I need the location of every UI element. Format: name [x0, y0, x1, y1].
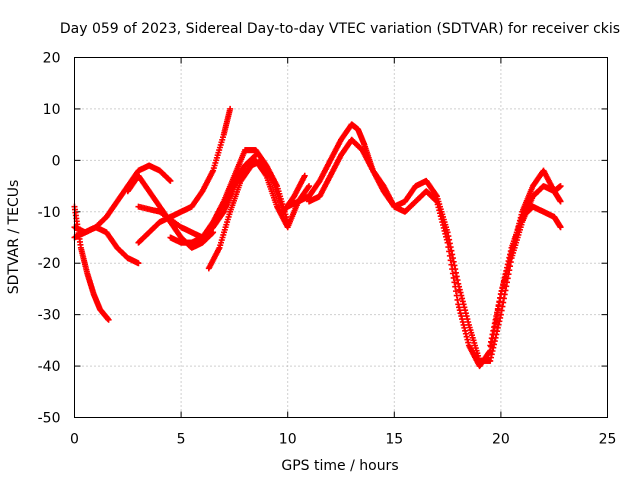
- data-point: [557, 224, 564, 231]
- x-axis-label: GPS time / hours: [281, 458, 398, 474]
- series-track-e: [135, 105, 234, 246]
- axis-ticks: [74, 57, 608, 418]
- series-track-k: [306, 136, 564, 370]
- data-points: [71, 105, 564, 370]
- series-track-a: [71, 203, 112, 323]
- data-point: [557, 183, 564, 190]
- series-track-l: [487, 167, 564, 349]
- data-point: [301, 172, 308, 179]
- data-point: [105, 316, 112, 323]
- x-tick-labels: 0 5 10 15 20 25: [70, 432, 616, 448]
- y-axis-label: SDTVAR / TECUs: [6, 180, 22, 295]
- y-tick-label: -40: [38, 359, 61, 375]
- y-tick-label: 20: [43, 51, 61, 67]
- grid: [74, 57, 608, 418]
- y-tick-label: 0: [52, 153, 61, 169]
- data-point: [306, 183, 313, 190]
- x-tick-label: 20: [492, 432, 510, 448]
- x-tick-label: 5: [177, 432, 186, 448]
- x-tick-label: 15: [385, 432, 403, 448]
- y-tick-label: -20: [38, 256, 61, 272]
- y-tick-label: 10: [43, 102, 61, 118]
- data-point: [135, 260, 142, 267]
- chart-title: Day 059 of 2023, Sidereal Day-to-day VTE…: [60, 21, 620, 37]
- y-tick-labels: -50 -40 -30 -20 -10 0 10 20: [38, 51, 61, 427]
- data-point: [167, 177, 174, 184]
- x-tick-label: 0: [70, 432, 79, 448]
- x-tick-label: 10: [279, 432, 297, 448]
- data-point: [227, 105, 234, 112]
- x-tick-label: 25: [599, 432, 617, 448]
- plot-frame: [74, 57, 608, 418]
- y-tick-label: -50: [38, 411, 61, 427]
- y-tick-label: -10: [38, 205, 61, 221]
- y-tick-label: -30: [38, 308, 61, 324]
- data-point: [557, 198, 564, 205]
- series-track-j: [284, 121, 564, 364]
